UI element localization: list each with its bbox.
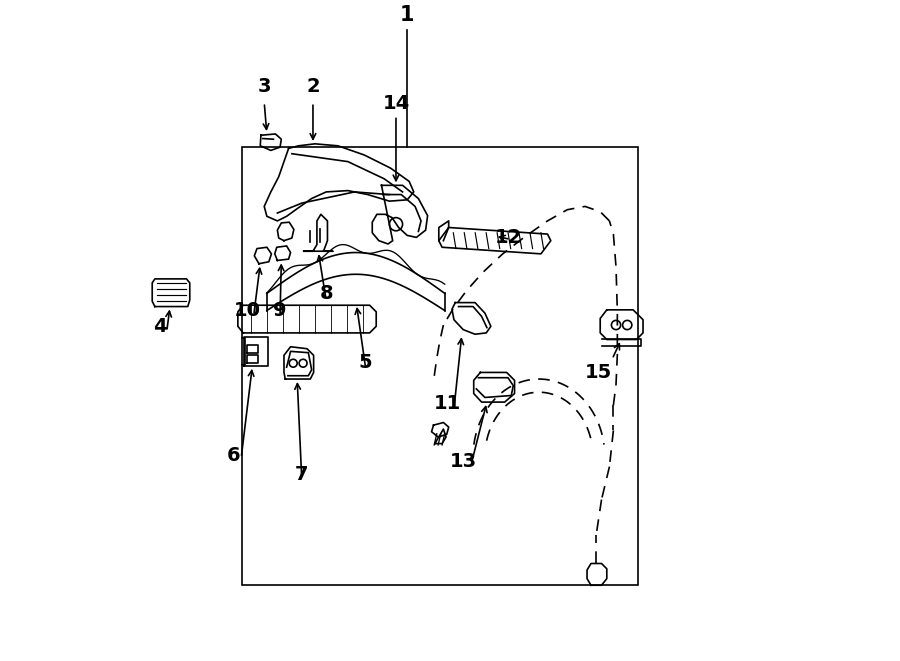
- Text: 1: 1: [400, 5, 414, 25]
- Text: 14: 14: [382, 94, 410, 113]
- Text: 6: 6: [227, 446, 240, 465]
- Text: 12: 12: [495, 228, 522, 247]
- Text: 10: 10: [234, 301, 261, 321]
- Text: 4: 4: [153, 317, 166, 336]
- Text: 11: 11: [434, 394, 461, 413]
- Bar: [242, 147, 638, 585]
- Text: 5: 5: [359, 354, 373, 372]
- Text: 2: 2: [306, 77, 319, 96]
- Text: 8: 8: [320, 284, 333, 303]
- Text: 7: 7: [295, 465, 309, 485]
- Text: 15: 15: [585, 363, 613, 382]
- Text: 9: 9: [274, 301, 287, 320]
- Text: 3: 3: [257, 77, 271, 96]
- Text: 13: 13: [450, 452, 477, 471]
